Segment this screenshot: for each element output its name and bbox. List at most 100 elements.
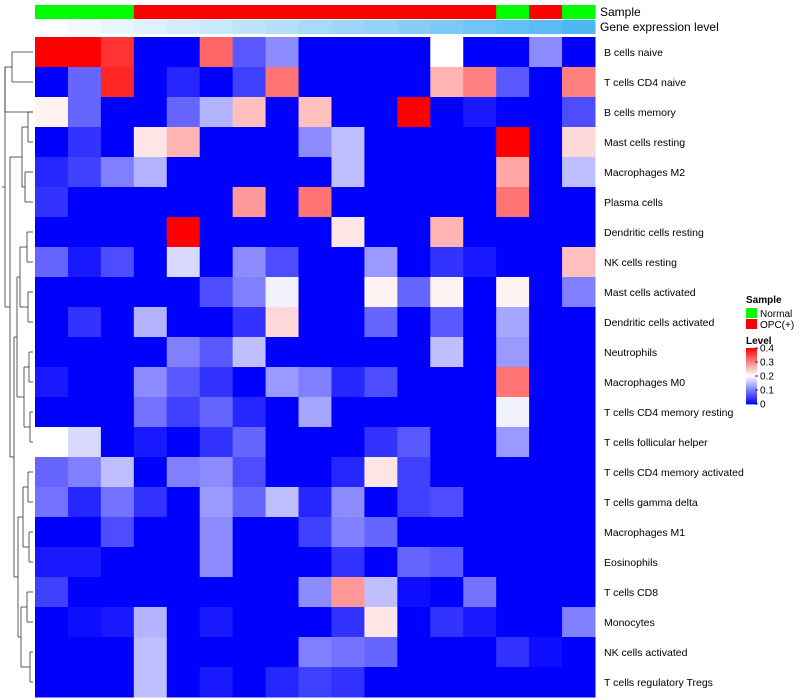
heatmap-cell — [100, 217, 135, 248]
heatmap-cell — [463, 367, 497, 398]
legend-gradient-step — [746, 366, 757, 368]
heatmap-cell — [430, 667, 464, 698]
legend-gradient-step — [746, 388, 757, 391]
heatmap-cell — [364, 127, 398, 158]
sample-annotation-cell — [397, 5, 431, 19]
heatmap-cell — [496, 517, 530, 548]
heatmap-cell — [100, 307, 135, 338]
heatmap-cell — [496, 667, 530, 698]
legend-gradient-step — [746, 374, 757, 377]
heatmap-cell — [100, 157, 135, 188]
heatmap-cell — [232, 67, 267, 98]
heatmap-cell — [166, 487, 201, 518]
heatmap-cell — [430, 427, 464, 458]
heatmap-cell — [397, 337, 431, 368]
heatmap-cell — [265, 97, 300, 128]
heatmap-cell — [298, 97, 332, 128]
heatmap-cell — [364, 157, 398, 188]
heatmap-cell — [364, 307, 398, 338]
heatmap-cell — [265, 367, 300, 398]
heatmap-cell — [529, 517, 563, 548]
legend-gradient-step — [746, 348, 757, 350]
heatmap-cell — [430, 337, 464, 368]
heatmap-cell — [397, 307, 431, 338]
heatmap-cell — [166, 67, 201, 98]
heatmap-cell — [133, 547, 168, 578]
heatmap-cell — [397, 247, 431, 278]
heatmap-cell — [298, 367, 332, 398]
heatmap-cell — [331, 397, 365, 428]
heatmap-cell — [397, 67, 431, 98]
heatmap-cell — [529, 187, 563, 218]
heatmap-cell — [397, 577, 431, 608]
legend-gradient-step — [746, 355, 757, 357]
sample-annotation-cell — [364, 5, 398, 19]
legend-gradient-step — [746, 383, 757, 385]
heatmap-cell — [133, 487, 168, 518]
heatmap-cell — [430, 637, 464, 668]
heatmap-cell — [166, 37, 201, 68]
heatmap-cell — [331, 307, 365, 338]
heatmap-cell — [298, 397, 332, 428]
heatmap-cell — [496, 397, 530, 428]
heatmap-cell — [463, 307, 497, 338]
row-label: T cells gamma delta — [604, 497, 698, 509]
heatmap-cell — [67, 157, 102, 188]
heatmap-cell — [397, 457, 431, 488]
heatmap-cell — [463, 247, 497, 278]
heatmap-cell — [232, 247, 267, 278]
heatmap-cell — [331, 487, 365, 518]
heatmap-cell — [199, 517, 234, 548]
heatmap-cell — [100, 187, 135, 218]
heatmap-cell — [364, 67, 398, 98]
legend-gradient-step — [746, 362, 757, 364]
sample-annotation-cell — [133, 5, 168, 19]
heatmap-cell — [35, 37, 69, 68]
heatmap-cell — [430, 607, 464, 638]
heatmap-cell — [331, 247, 365, 278]
heatmap-cell — [265, 217, 300, 248]
legend-gradient-step — [746, 373, 757, 375]
heatmap-cell — [430, 157, 464, 188]
heatmap-cell — [529, 127, 563, 158]
expression-annotation-cell — [67, 20, 102, 34]
heatmap-cell — [298, 547, 332, 578]
heatmap-cell — [166, 277, 201, 308]
heatmap-cell — [100, 487, 135, 518]
expression-annotation-cell — [133, 20, 168, 34]
heatmap-cell — [496, 337, 530, 368]
heatmap-cell — [397, 157, 431, 188]
heatmap-cell — [265, 607, 300, 638]
legend-gradient-step — [746, 370, 757, 373]
heatmap-cell — [496, 637, 530, 668]
heatmap-cell — [364, 187, 398, 218]
heatmap-cell — [364, 397, 398, 428]
heatmap-cell — [529, 307, 563, 338]
legend-gradient-step — [746, 385, 757, 388]
expression-annotation-cell — [166, 20, 201, 34]
heatmap-cell — [298, 247, 332, 278]
heatmap-cell — [265, 487, 300, 518]
legend-item-label: OPC(+) — [760, 320, 794, 331]
heatmap-cell — [430, 487, 464, 518]
heatmap-cell — [430, 247, 464, 278]
heatmap-cell — [67, 37, 102, 68]
heatmap-cell — [100, 637, 135, 668]
heatmap-cell — [331, 37, 365, 68]
heatmap-cell — [496, 127, 530, 158]
heatmap-cell — [35, 457, 69, 488]
heatmap-cell — [298, 487, 332, 518]
heatmap-cell — [463, 37, 497, 68]
heatmap-cell — [397, 487, 431, 518]
heatmap-cell — [67, 337, 102, 368]
heatmap-cell — [265, 187, 300, 218]
heatmap-cell — [562, 37, 596, 68]
heatmap-cell — [35, 487, 69, 518]
heatmap-cell — [199, 247, 234, 278]
heatmap-cell — [232, 277, 267, 308]
heatmap-cell — [133, 637, 168, 668]
heatmap-cell — [166, 397, 201, 428]
heatmap-cell — [298, 667, 332, 698]
legend-gradient-step — [746, 391, 757, 394]
heatmap-cell — [35, 127, 69, 158]
